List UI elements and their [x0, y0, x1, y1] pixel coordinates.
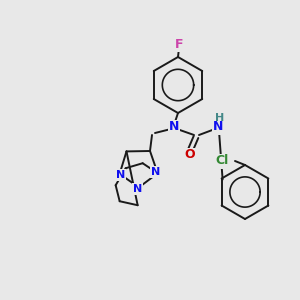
Text: O: O	[185, 148, 195, 161]
Text: N: N	[116, 170, 125, 180]
Text: N: N	[213, 121, 223, 134]
Text: N: N	[151, 167, 160, 177]
Text: Cl: Cl	[215, 154, 229, 167]
Text: N: N	[169, 121, 179, 134]
Text: H: H	[215, 113, 225, 123]
Text: N: N	[133, 184, 142, 194]
Text: F: F	[175, 38, 183, 50]
